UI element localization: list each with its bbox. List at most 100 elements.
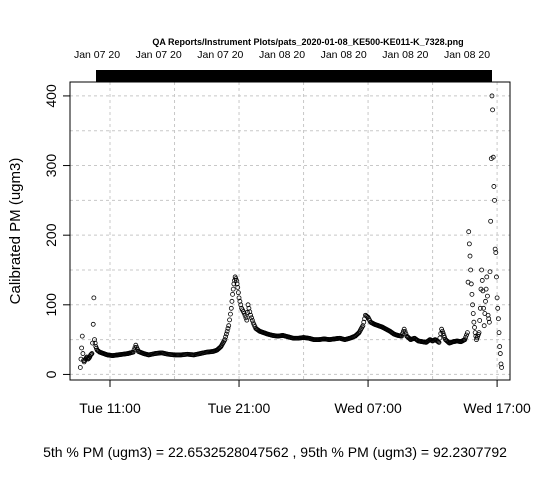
data-point-168 — [227, 317, 232, 323]
data-point-23 — [92, 340, 98, 346]
data-point-3 — [79, 333, 85, 339]
data-point-511 — [497, 344, 503, 349]
data-point-190 — [243, 315, 249, 321]
top-axis-label-5: Jan 08 20 — [382, 49, 428, 61]
data-point-22 — [92, 337, 97, 343]
data-point-495 — [486, 319, 492, 325]
data-point-481 — [477, 305, 483, 311]
data-point-514 — [499, 365, 505, 370]
data-point-499 — [489, 93, 495, 99]
data-point-459 — [463, 334, 469, 340]
data-point-167 — [226, 323, 232, 329]
data-point-164 — [223, 331, 229, 337]
data-point-178 — [234, 278, 239, 283]
data-point-4 — [80, 351, 86, 356]
data-point-465 — [467, 253, 473, 259]
data-point-424 — [435, 339, 441, 345]
data-point-513 — [498, 361, 504, 367]
data-point-198 — [249, 317, 255, 323]
data-point-2 — [79, 345, 85, 351]
data-point-504 — [492, 246, 498, 252]
data-point-463 — [466, 229, 472, 235]
data-point-16 — [88, 352, 94, 358]
data-point-506 — [494, 274, 499, 280]
data-point-471 — [471, 319, 477, 325]
top-axis-labels: Jan 07 20 Jan 07 20 Jan 07 20 Jan 08 20 Jan … — [74, 49, 490, 61]
data-point-508 — [495, 305, 501, 311]
data-point-196 — [248, 312, 254, 318]
x-tick-label-3: Wed 17:00 — [463, 400, 531, 416]
data-point-429 — [439, 328, 445, 334]
data-point-505 — [493, 250, 499, 255]
data-point-507 — [494, 295, 500, 301]
data-point-20 — [90, 321, 96, 327]
data-point-512 — [497, 351, 503, 356]
data-point-428 — [439, 326, 445, 332]
data-points — [77, 93, 505, 370]
data-point-466 — [468, 267, 474, 273]
data-point-472 — [472, 325, 477, 330]
top-axis-label-4: Jan 08 20 — [321, 49, 367, 61]
footer-stats: 5th % PM (ugm3) = 22.6532528047562 , 95t… — [43, 444, 507, 460]
data-point-382 — [402, 329, 408, 334]
data-point-69 — [130, 349, 136, 355]
data-point-189 — [242, 313, 248, 318]
x-tick-label-1: Tue 21:00 — [208, 400, 271, 416]
y-tick-label-0: 0 — [43, 370, 59, 378]
data-point-188 — [241, 310, 247, 316]
data-point-458 — [462, 337, 468, 343]
top-axis-bar — [96, 70, 492, 82]
y-tick-label-4: 400 — [43, 84, 59, 108]
top-axis-label-1: Jan 07 20 — [136, 49, 182, 61]
data-point-180 — [235, 284, 241, 290]
data-point-172 — [230, 291, 235, 297]
data-point-169 — [228, 311, 233, 317]
y-tick-label-2: 200 — [43, 223, 59, 247]
data-point-479 — [476, 330, 482, 336]
data-point-381 — [401, 326, 407, 332]
data-point-464 — [466, 241, 472, 247]
data-point-489 — [483, 298, 488, 304]
data-point-491 — [484, 274, 490, 280]
data-point-431 — [441, 333, 447, 338]
data-point-470 — [470, 311, 476, 316]
data-point-162 — [222, 337, 228, 343]
y-tick-label-1: 100 — [43, 293, 59, 317]
data-point-484 — [479, 278, 485, 283]
data-point-163 — [223, 334, 229, 340]
data-point-483 — [479, 267, 485, 273]
data-point-503 — [492, 197, 497, 203]
data-point-490 — [483, 286, 489, 292]
data-point-179 — [234, 281, 240, 287]
data-point-426 — [437, 335, 443, 341]
data-point-191 — [244, 317, 250, 323]
y-axis: 0 100 200 300 400 — [43, 84, 71, 378]
data-point-467 — [468, 281, 474, 287]
data-point-425 — [436, 339, 442, 345]
data-point-378 — [399, 333, 405, 339]
data-point-494 — [486, 316, 492, 322]
data-point-497 — [488, 218, 494, 224]
data-point-170 — [228, 305, 234, 311]
x-axis: Tue 11:00 Tue 21:00 Wed 07:00 Wed 17:00 — [79, 379, 531, 416]
data-point-496 — [487, 269, 493, 275]
y-tick-label-3: 300 — [43, 154, 59, 178]
data-point-18 — [89, 351, 95, 356]
y-axis-label: Calibrated PM (ugm3) — [7, 158, 24, 305]
data-point-192 — [245, 310, 250, 315]
top-axis-label-3: Jan 08 20 — [259, 49, 305, 61]
data-point-487 — [481, 323, 487, 329]
data-point-492 — [485, 293, 490, 299]
data-point-174 — [231, 281, 237, 287]
data-point-173 — [230, 286, 236, 292]
top-axis-label-0: Jan 07 20 — [74, 49, 120, 61]
data-point-0 — [77, 365, 83, 370]
data-point-19 — [90, 340, 95, 346]
data-point-502 — [491, 184, 497, 189]
data-point-509 — [495, 316, 501, 322]
data-point-469 — [470, 302, 475, 308]
chart-title: QA Reports/Instrument Plots/pats_2020-01… — [152, 37, 463, 47]
data-point-70 — [131, 347, 137, 353]
data-point-171 — [229, 298, 235, 304]
